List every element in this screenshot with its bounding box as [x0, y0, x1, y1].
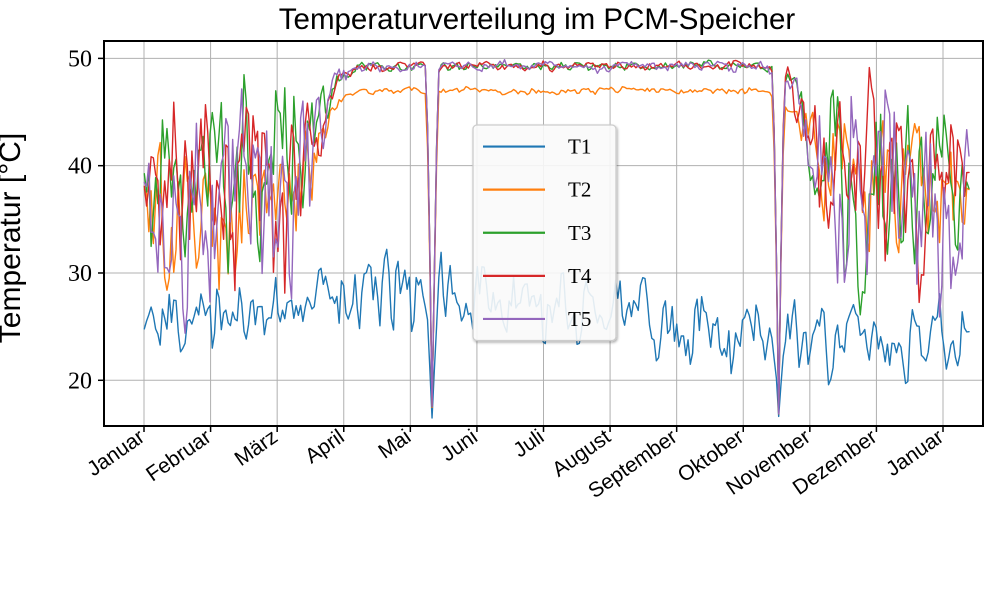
svg-text:40: 40 — [68, 154, 92, 180]
svg-text:50: 50 — [68, 46, 92, 72]
svg-text:T4: T4 — [568, 264, 592, 288]
svg-text:T1: T1 — [568, 135, 591, 159]
svg-text:T2: T2 — [568, 178, 591, 202]
svg-text:T5: T5 — [568, 307, 591, 331]
svg-text:Temperaturverteilung im PCM-Sp: Temperaturverteilung im PCM-Speicher — [279, 3, 796, 36]
svg-text:30: 30 — [68, 261, 92, 287]
svg-text:Temperatur [°C]: Temperatur [°C] — [0, 133, 27, 343]
svg-text:20: 20 — [68, 368, 92, 394]
svg-text:T3: T3 — [568, 221, 591, 245]
